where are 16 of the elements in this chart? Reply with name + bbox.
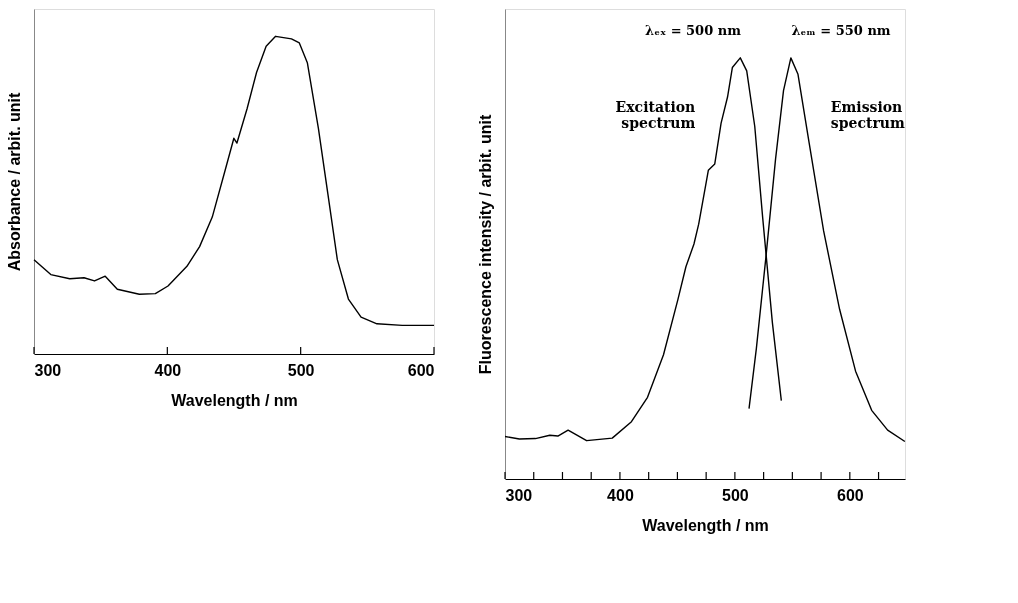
series-label: Emission spectrum: [830, 98, 905, 131]
x-tick-label: 300: [505, 486, 533, 504]
x-tick-label: 400: [154, 361, 182, 379]
text: λₑₓ = 500 nm: [645, 23, 742, 38]
x-tick-label: 500: [722, 486, 749, 504]
series-label: Excitation spectrum: [615, 98, 696, 131]
x-tick-label: 600: [836, 486, 864, 504]
x-tick-label: 500: [287, 361, 315, 379]
x-axis-title: Wavelength / nm: [171, 391, 298, 409]
x-axis-title: Wavelength / nm: [642, 516, 769, 534]
x-tick-label: 300: [34, 361, 62, 379]
x-tick-label: 400: [607, 486, 634, 504]
x-tick-label: 600: [407, 361, 435, 379]
y-axis-title: Fluorescence intensity / arbit. unit: [476, 114, 494, 375]
text: λₑₘ = 550 nm: [791, 23, 891, 38]
y-axis-title: Absorbance / arbit. unit: [5, 91, 23, 272]
